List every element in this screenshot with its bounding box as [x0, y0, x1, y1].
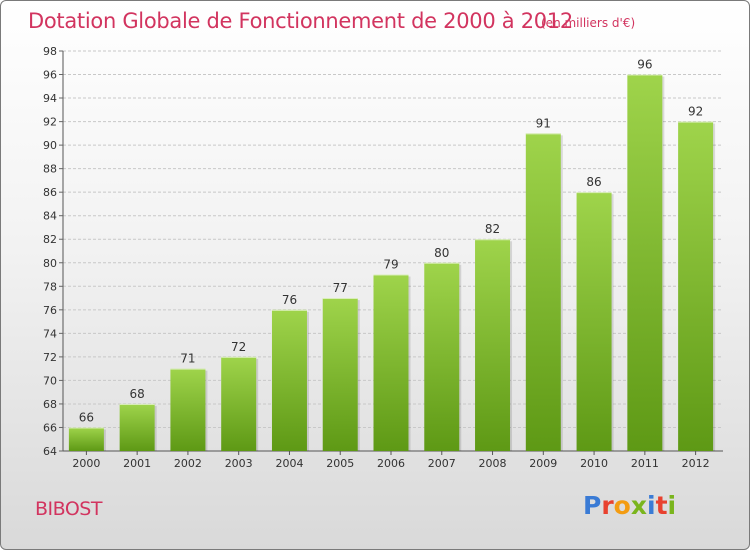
y-tick-label: 80	[43, 257, 57, 270]
chart-title: Dotation Globale de Fonctionnement de 20…	[28, 9, 573, 33]
x-tick-label: 2003	[225, 457, 253, 470]
y-tick-label: 98	[43, 45, 57, 58]
y-tick-labels: 64 66 68 70 72 74 76 78 80 82 84 86 88 90 92 94 96 98	[43, 45, 63, 458]
y-tick-label: 86	[43, 186, 57, 199]
logo-letter: x	[630, 491, 647, 520]
bar-2004[interactable]	[271, 309, 307, 451]
y-tick-label: 68	[43, 398, 57, 411]
proxiti-logo[interactable]: Proxiti	[583, 491, 676, 520]
x-tick-labels: 2000 2001 2002 2003 2004 2005 2006 2007 2008 2009…	[72, 451, 710, 470]
bar-2005[interactable]	[322, 298, 358, 451]
x-tick-label: 2005	[326, 457, 354, 470]
y-tick-label: 84	[43, 210, 57, 223]
value-label: 91	[536, 116, 551, 130]
value-label: 76	[282, 293, 297, 307]
x-tick-label: 2007	[428, 457, 456, 470]
x-tick-label: 2009	[529, 457, 557, 470]
logo-letter: r	[601, 491, 614, 520]
y-tick-label: 94	[43, 92, 57, 105]
bar-2003[interactable]	[221, 356, 257, 451]
x-tick-label: 2010	[580, 457, 608, 470]
logo-letter: t	[655, 491, 668, 520]
y-tick-label: 72	[43, 351, 57, 364]
commune-name: BIBOST	[35, 498, 102, 520]
value-label: 86	[586, 175, 601, 189]
value-label: 82	[485, 222, 500, 236]
y-tick-label: 70	[43, 374, 57, 387]
bar-2006[interactable]	[373, 274, 409, 451]
bar-2009[interactable]	[525, 133, 561, 451]
x-tick-label: 2004	[275, 457, 303, 470]
logo-letter: o	[613, 491, 631, 520]
value-label: 96	[637, 58, 652, 72]
value-label: 72	[231, 340, 246, 354]
bar-2000[interactable]	[68, 427, 104, 451]
x-tick-label: 2011	[631, 457, 659, 470]
value-label: 71	[180, 352, 195, 366]
logo-letter: P	[583, 491, 602, 520]
x-tick-label: 2002	[174, 457, 202, 470]
value-label: 92	[688, 105, 703, 119]
x-tick-label: 2008	[479, 457, 507, 470]
value-label: 66	[79, 410, 94, 424]
x-tick-label: 2006	[377, 457, 405, 470]
value-label: 79	[383, 258, 398, 272]
y-tick-label: 88	[43, 163, 57, 176]
y-tick-label: 76	[43, 304, 57, 317]
y-tick-label: 78	[43, 280, 57, 293]
y-tick-label: 90	[43, 139, 57, 152]
x-tick-label: 2012	[682, 457, 710, 470]
bars	[68, 74, 716, 452]
bar-2002[interactable]	[170, 368, 206, 451]
bar-2011[interactable]	[627, 74, 663, 451]
bar-2001[interactable]	[119, 403, 155, 451]
logo-letter: i	[667, 491, 677, 520]
value-label: 68	[130, 387, 145, 401]
y-tick-label: 64	[43, 445, 57, 458]
x-tick-label: 2000	[72, 457, 100, 470]
bar-2007[interactable]	[424, 262, 460, 451]
x-tick-label: 2001	[123, 457, 151, 470]
y-tick-label: 92	[43, 116, 57, 129]
bar-2008[interactable]	[475, 239, 511, 451]
value-label: 80	[434, 246, 449, 260]
bar-2012[interactable]	[678, 121, 714, 452]
logo-letter: i	[647, 491, 656, 520]
value-label: 77	[333, 281, 348, 295]
y-tick-label: 82	[43, 233, 57, 246]
y-tick-label: 96	[43, 69, 57, 82]
y-tick-label: 66	[43, 421, 57, 434]
y-tick-label: 74	[43, 327, 57, 340]
bar-2010[interactable]	[576, 192, 612, 452]
value-labels: 66 68 71 72 76 77 79 80 82 91 86 96 92	[79, 58, 704, 425]
chart-unit: (en milliers d'€)	[541, 16, 636, 30]
